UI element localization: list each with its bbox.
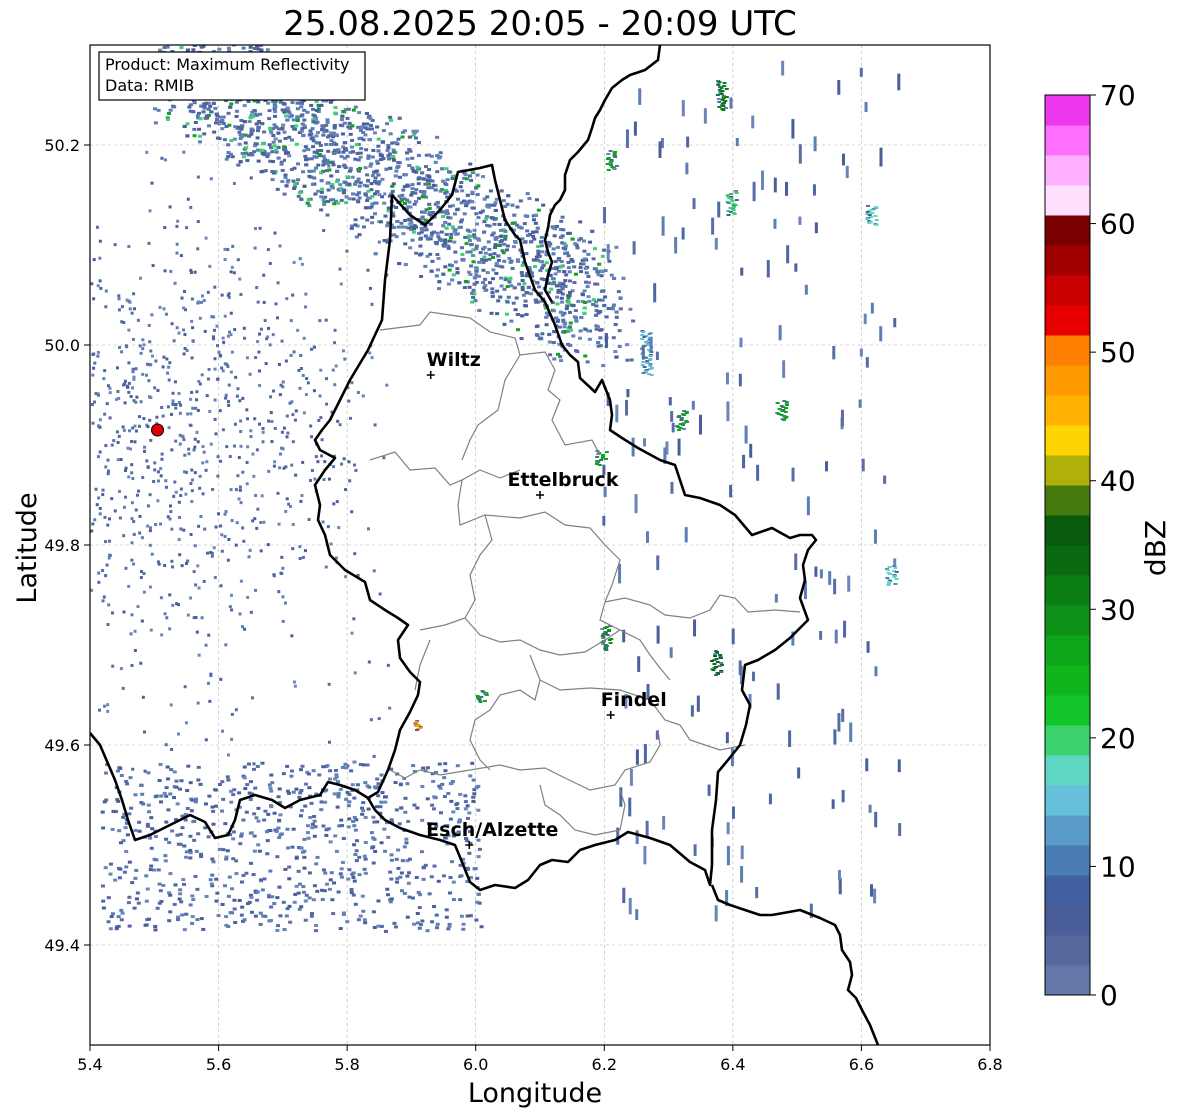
x-tick-label: 5.6 [206, 1055, 231, 1074]
colorbar: 0 10 20 30 40 50 60 70 [1044, 79, 1136, 1012]
info-box: Product: Maximum Reflectivity Data: RMIB [98, 51, 366, 101]
colorbar-segment [1045, 605, 1090, 636]
x-axis-label: Longitude [468, 1078, 602, 1109]
x-tick-label: 6.0 [463, 1055, 488, 1074]
info-product: Product: Maximum Reflectivity [105, 55, 349, 74]
y-axis-label: Latitude [12, 492, 43, 603]
y-axis-ticks: 49.4 49.6 49.8 50.0 50.2 [44, 136, 90, 955]
x-tick-label: 6.4 [720, 1055, 745, 1074]
city-label: Findel [601, 689, 667, 711]
map-title: 25.08.2025 20:05 - 20:09 UTC [283, 4, 797, 44]
x-tick-label: 5.4 [77, 1055, 102, 1074]
colorbar-tick-label: 70 [1100, 79, 1136, 112]
colorbar-segment [1045, 335, 1090, 366]
x-tick-label: 6.8 [977, 1055, 1002, 1074]
y-tick-label: 50.0 [44, 336, 80, 355]
colorbar-label: dBZ [1139, 520, 1172, 576]
city-findel[interactable]: Findel [601, 689, 667, 719]
y-tick-label: 49.4 [44, 936, 80, 955]
colorbar-segment [1045, 275, 1090, 306]
colorbar-segment [1045, 395, 1090, 426]
colorbar-segment [1045, 365, 1090, 396]
colorbar-segment [1045, 935, 1090, 966]
canton-boundaries [369, 311, 801, 836]
colorbar-segment [1045, 125, 1090, 156]
colorbar-tick-label: 50 [1100, 336, 1136, 369]
city-markers: Wiltz Ettelbruck Findel Esch/Alzette [426, 349, 667, 849]
colorbar-tick-label: 10 [1100, 850, 1136, 883]
colorbar-segment [1045, 755, 1090, 786]
colorbar-tick-label: 0 [1100, 979, 1118, 1012]
y-tick-label: 50.2 [44, 136, 80, 155]
colorbar-tick-label: 20 [1100, 722, 1136, 755]
colorbar-segment [1045, 305, 1090, 336]
x-tick-label: 6.6 [849, 1055, 874, 1074]
colorbar-segment [1045, 185, 1090, 216]
colorbar-segment [1045, 245, 1090, 276]
colorbar-tick-label: 60 [1100, 208, 1136, 241]
colorbar-segment [1045, 965, 1090, 996]
colorbar-segment [1045, 95, 1090, 126]
x-tick-label: 6.2 [592, 1055, 617, 1074]
colorbar-segment [1045, 455, 1090, 486]
colorbar-segment [1045, 725, 1090, 756]
city-wiltz[interactable]: Wiltz [427, 349, 481, 379]
colorbar-segment [1045, 575, 1090, 606]
radar-site-marker[interactable] [151, 423, 164, 437]
colorbar-segment [1045, 695, 1090, 726]
colorbar-tick-label: 40 [1100, 465, 1136, 498]
colorbar-segment [1045, 515, 1090, 546]
city-label: Wiltz [427, 349, 481, 371]
colorbar-segment [1045, 425, 1090, 456]
colorbar-tick-label: 30 [1100, 593, 1136, 626]
colorbar-segment [1045, 155, 1090, 186]
city-esch-alzette[interactable]: Esch/Alzette [426, 819, 558, 849]
national-borders [90, 45, 880, 1045]
colorbar-segment [1045, 545, 1090, 576]
city-label: Ettelbruck [508, 469, 619, 491]
city-ettelbruck[interactable]: Ettelbruck [508, 469, 619, 499]
colorbar-segment [1045, 215, 1090, 246]
colorbar-segment [1045, 665, 1090, 696]
x-axis-ticks: 5.4 5.6 5.8 6.0 6.2 6.4 6.6 6.8 [77, 1045, 1003, 1074]
colorbar-segment [1045, 845, 1090, 876]
colorbar-segment [1045, 635, 1090, 666]
colorbar-segment [1045, 875, 1090, 906]
city-label: Esch/Alzette [426, 819, 558, 841]
y-tick-label: 49.6 [44, 736, 80, 755]
colorbar-segment [1045, 785, 1090, 816]
colorbar-segment [1045, 815, 1090, 846]
y-tick-label: 49.8 [44, 536, 80, 555]
colorbar-segment [1045, 905, 1090, 936]
colorbar-segment [1045, 485, 1090, 516]
info-data-source: Data: RMIB [105, 76, 194, 95]
x-tick-label: 5.8 [334, 1055, 359, 1074]
